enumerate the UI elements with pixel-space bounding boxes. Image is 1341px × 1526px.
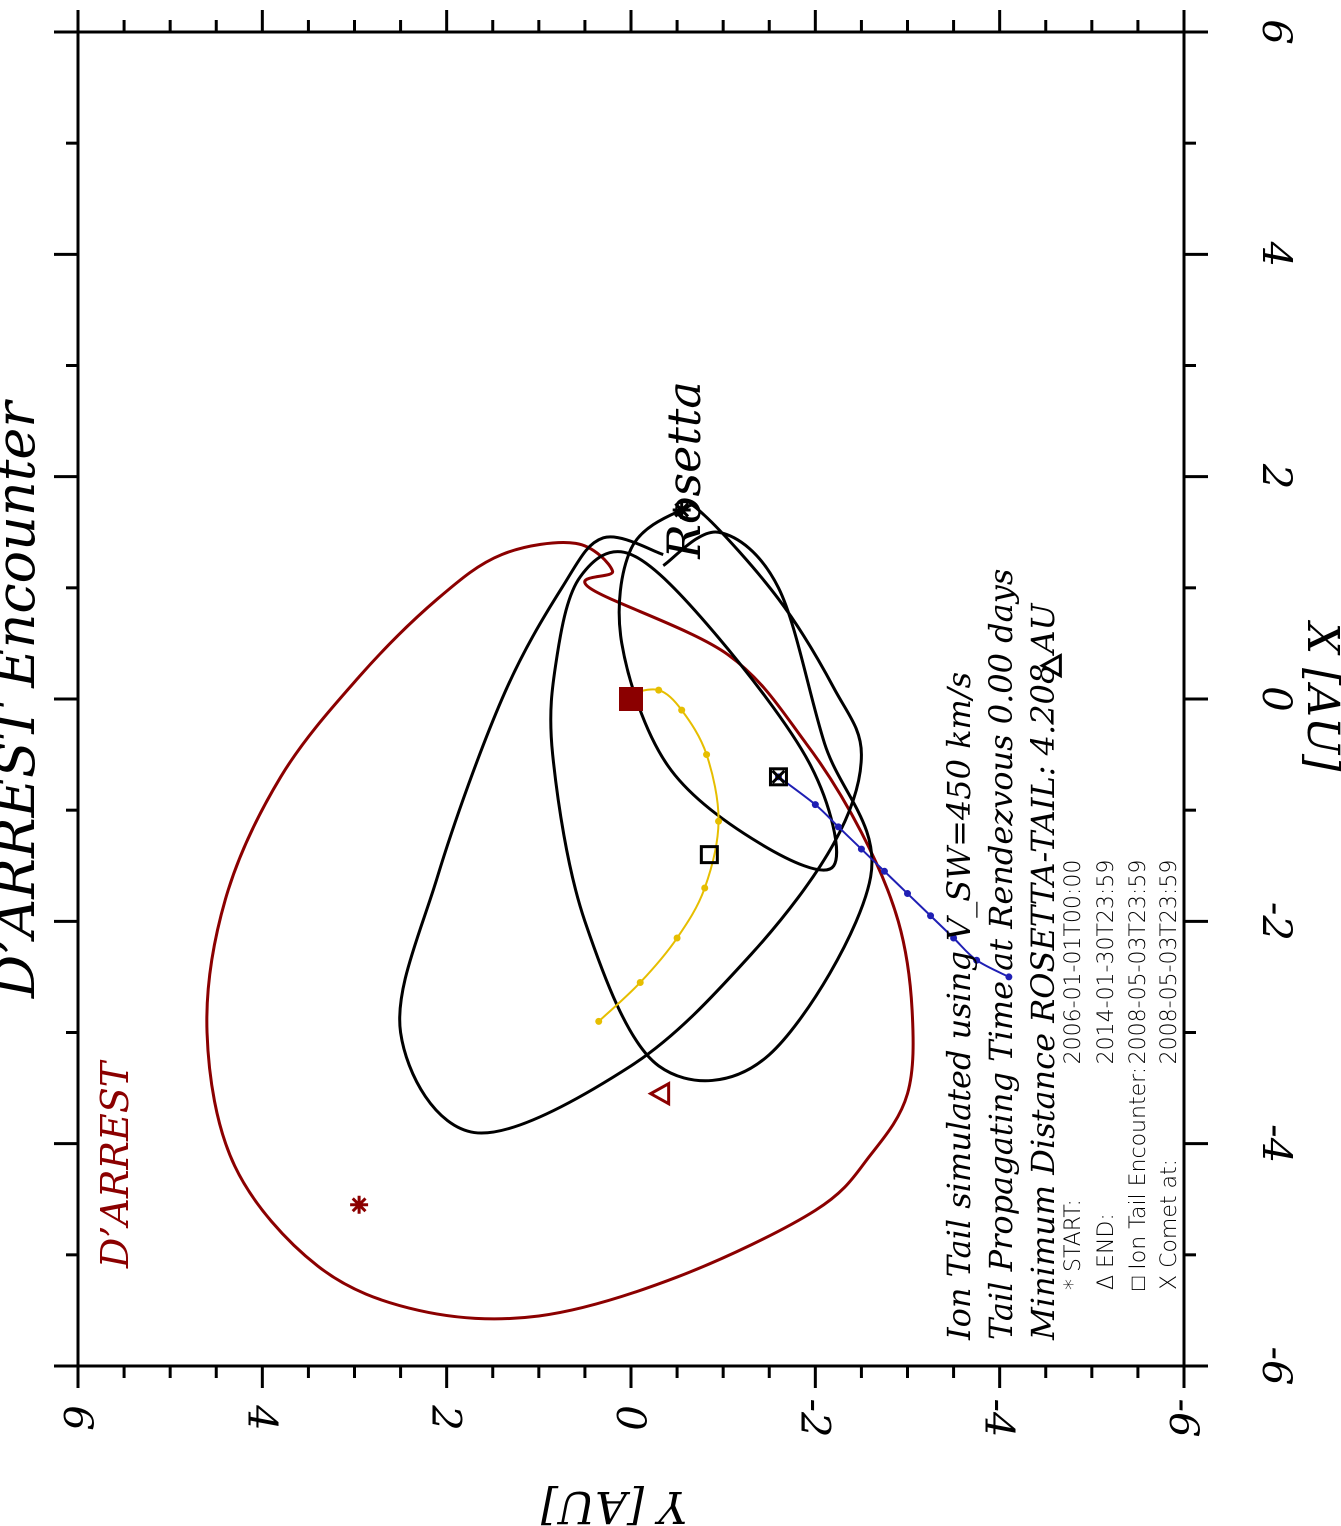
marker-layer — [350, 501, 1062, 1214]
square-marker — [768, 767, 788, 787]
star-marker — [672, 501, 691, 520]
y-tick-label: -2 — [791, 1399, 837, 1438]
legend-value: 2014-01-30T23:59 — [1094, 860, 1119, 1065]
spacecraft-label: Rosetta — [657, 381, 711, 560]
y-tick-label: 6 — [54, 1405, 100, 1430]
triangle-marker — [647, 1081, 671, 1107]
series-point — [811, 801, 819, 809]
triangle-marker — [1039, 653, 1062, 679]
series-point — [904, 890, 911, 898]
series-point — [857, 845, 865, 853]
series-point — [927, 912, 935, 920]
legend-value: 2008-05-03T23:59 — [1126, 860, 1151, 1065]
series-point — [834, 823, 842, 831]
legend-label: Δ END: — [1094, 1213, 1119, 1290]
x-axis-title: X [AU] — [1297, 620, 1341, 772]
tick-marks — [54, 10, 1208, 1388]
legend-value: 2006-01-01T00:00 — [1061, 860, 1086, 1065]
comet-label: D’ARREST — [93, 1059, 137, 1269]
x-tick-label: 6 — [1253, 19, 1299, 44]
y-tick-label: 4 — [238, 1404, 284, 1430]
series-point — [703, 751, 711, 759]
info-line: Ion Tail simulated using V_SW=450 km/s — [940, 672, 978, 1341]
y-tick-label: -4 — [976, 1399, 1022, 1438]
info-line: Tail Propagating Time at Rendezvous 0.00… — [982, 569, 1020, 1340]
x-tick-label: 0 — [1253, 686, 1299, 711]
legend-value: 2008-05-03T23:59 — [1157, 860, 1182, 1065]
x-tick-label: -2 — [1253, 902, 1299, 941]
info-line: Minimum Distance ROSETTA-TAIL: 4.208 AU — [1024, 602, 1062, 1341]
series-layer — [205, 503, 1013, 1321]
series-point — [950, 934, 958, 942]
y-axis-title: Y [AU] — [540, 1481, 687, 1526]
series-point — [655, 686, 663, 694]
x-tick-label: -6 — [1253, 1347, 1299, 1386]
series-point — [880, 867, 888, 875]
series-point — [715, 817, 723, 825]
sun-marker — [619, 687, 643, 711]
series-line — [398, 503, 874, 1135]
series-point — [673, 934, 681, 942]
series-line — [777, 776, 1010, 978]
y-tick-label: -6 — [1160, 1399, 1206, 1438]
y-tick-label: 2 — [423, 1404, 469, 1430]
series-point — [1005, 973, 1013, 981]
legend-label: □ Ion Tail Encounter: — [1126, 1067, 1151, 1290]
label-layer: -6 -4 -2 0 2 4 6 6 4 2 0 -2 -4 -6 X [AU] Y [AU] D’ARREST… — [0, 19, 1341, 1526]
series-point — [595, 1017, 603, 1025]
y-tick-label: 0 — [607, 1405, 653, 1430]
series-line — [205, 541, 915, 1321]
legend-label: X Comet at: — [1157, 1159, 1182, 1290]
x-tick-label: 4 — [1253, 241, 1299, 267]
x-tick-label: 2 — [1253, 463, 1299, 489]
square-marker — [699, 845, 719, 865]
series-point — [973, 956, 981, 964]
series-point — [636, 978, 644, 986]
series-point — [678, 706, 686, 714]
legend-label: * START: — [1061, 1199, 1086, 1290]
chart-title: D’ARREST Encounter — [0, 399, 47, 1000]
x-marker — [771, 769, 786, 784]
x-tick-label: -4 — [1253, 1124, 1299, 1163]
star-marker — [350, 1195, 369, 1214]
series-point — [701, 884, 709, 892]
